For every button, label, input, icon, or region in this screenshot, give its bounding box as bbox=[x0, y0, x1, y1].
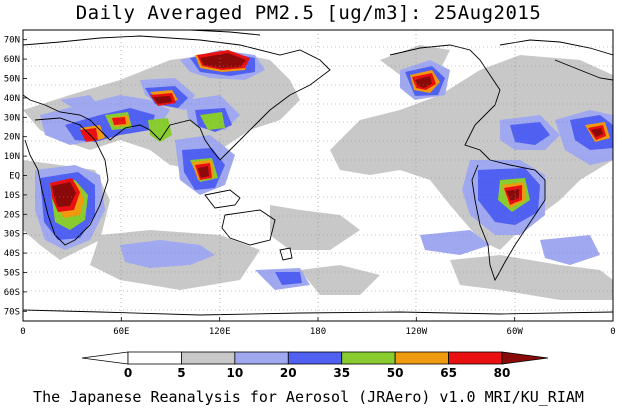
graticule bbox=[23, 30, 613, 321]
colorbar-box bbox=[234, 351, 289, 365]
colorbar-label: 35 bbox=[333, 366, 350, 380]
level-80-plus-regions bbox=[52, 53, 603, 207]
lon-label: 60W bbox=[507, 327, 524, 337]
lat-label: 40S bbox=[4, 249, 20, 259]
colorbar-max-arrow bbox=[501, 351, 549, 365]
colorbar-label: 10 bbox=[227, 366, 244, 380]
coastlines bbox=[23, 30, 613, 316]
colorbar-box bbox=[181, 351, 236, 365]
colorbar-box bbox=[448, 351, 503, 365]
lat-label: 10S bbox=[4, 191, 20, 201]
lon-labels: 0 60E 120E 180 120W 60W 0 bbox=[20, 317, 616, 337]
lat-label: 60S bbox=[4, 288, 20, 298]
lon-label: 120E bbox=[209, 327, 231, 337]
lat-labels: 70N 60N 50N 40N 30N 20N 10N EQ 10S 20S 30S 40S 50S 60… bbox=[4, 36, 27, 317]
colorbar-box bbox=[127, 351, 182, 365]
lon-label: 120W bbox=[405, 327, 427, 337]
colorbar-box bbox=[394, 351, 449, 365]
footer-caption: The Japanese Reanalysis for Aerosol (JRA… bbox=[33, 388, 584, 406]
lon-label: 0 bbox=[610, 327, 615, 337]
colorbar-label: 80 bbox=[494, 366, 511, 380]
lat-label: 20S bbox=[4, 210, 20, 220]
colorbar-box bbox=[341, 351, 396, 365]
lat-label: EQ bbox=[9, 172, 20, 182]
colorbar-label: 5 bbox=[177, 366, 185, 380]
lat-label: 20N bbox=[4, 133, 20, 143]
lat-label: 50S bbox=[4, 269, 20, 279]
map-title: Daily Averaged PM2.5 [ug/m3]: 25Aug2015 bbox=[75, 2, 542, 24]
colorbar-min-arrow bbox=[81, 351, 129, 365]
colorbar-label: 50 bbox=[387, 366, 404, 380]
colorbar-label: 65 bbox=[440, 366, 457, 380]
colorbar-label: 0 bbox=[124, 366, 132, 380]
lat-label: 40N bbox=[4, 94, 20, 104]
lat-label: 30N bbox=[4, 113, 20, 123]
lon-label: 0 bbox=[20, 327, 25, 337]
lat-label: 70S bbox=[4, 307, 20, 317]
colorbar-box bbox=[287, 351, 343, 365]
colorbar-label: 20 bbox=[280, 366, 297, 380]
lon-label: 60E bbox=[113, 327, 129, 337]
lat-label: 70N bbox=[4, 36, 20, 46]
lat-label: 60N bbox=[4, 55, 20, 65]
lat-label: 10N bbox=[4, 152, 20, 162]
lat-label: 30S bbox=[4, 230, 20, 240]
lat-label: 50N bbox=[4, 75, 20, 85]
lon-label: 180 bbox=[310, 327, 326, 337]
map-plot-area bbox=[23, 30, 613, 321]
colorbar: 0 5 10 20 35 50 65 80 bbox=[81, 351, 549, 380]
